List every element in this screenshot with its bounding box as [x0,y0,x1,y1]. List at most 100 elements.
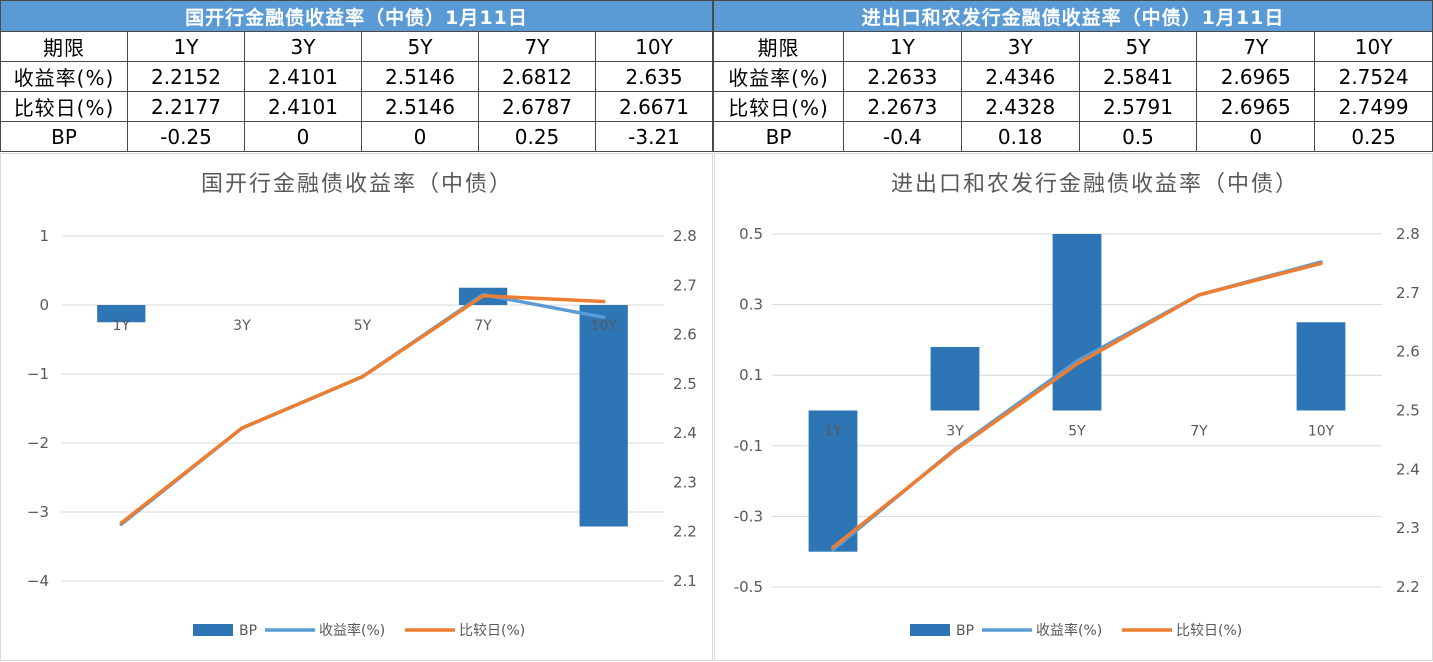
header-cell: 1Y [843,31,962,62]
legend-label: 收益率(%) [319,622,385,639]
table-cell: 0.25 [478,121,596,152]
table-header-row: 期限 1Y 3Y 5Y 7Y 10Y [0,31,713,62]
right-axis-tick-label: 2.7 [673,276,697,294]
exim-adbc-yield-chart: 进出口和农发行金融债收益率（中债） 0.5 0.3 0.1 -0.1 -0.3 -0.5 2.… [734,172,1420,639]
chart-title: 国开行金融债收益率（中债） [201,172,513,197]
guokai-yield-chart: 国开行金融债收益率（中债） 1 0 −1 −2 −3 −4 2.8 2.7 2.6 2.5 2.4 2.… [27,172,697,639]
table-cell: 2.2152 [127,61,245,92]
category-label: 7Y [474,318,492,334]
table-cell: 2.7524 [1314,61,1433,92]
table-cell: 0 [244,121,362,152]
category-label: 3Y [946,424,964,440]
right-axis-tick-label: 2.7 [1396,284,1420,302]
header-cell: 3Y [244,31,362,62]
table-cell: 2.6671 [595,91,713,122]
exim-adbc-yield-table: 进出口和农发行金融债收益率（中债）1月11日 期限 1Y 3Y 5Y 7Y 10… [713,0,1433,152]
left-axis-tick-label: −2 [27,434,49,452]
left-axis-tick-label: -0.5 [734,578,763,596]
right-axis-tick-label: 2.2 [673,523,697,541]
bp-bar [808,410,858,552]
guokai-chart-panel: 国开行金融债收益率（中债） 1 0 −1 −2 −3 −4 2.8 2.7 2.6 2.5 2.4 2.… [0,153,713,661]
header-cell: 3Y [960,31,1080,62]
left-axis-tick-label: 1 [39,227,49,245]
left-axis-tick-label: -0.1 [734,437,763,455]
table-cell: 2.2633 [843,61,962,92]
table-cell: 2.6965 [1196,91,1316,122]
legend-swatch [910,624,950,636]
table-cell: 2.5791 [1078,91,1198,122]
bp-bar [579,305,628,527]
table-cell: 2.4328 [960,91,1080,122]
table-cell: 2.4101 [244,61,362,92]
left-axis-tick-label: 0 [39,296,49,314]
left-axis-tick-label: 0.1 [739,366,763,384]
guokai-yield-table: 国开行金融债收益率（中债）1月11日 期限 1Y 3Y 5Y 7Y 10Y 收益… [0,0,713,152]
right-axis-tick-label: 2.8 [673,227,697,245]
category-label: 5Y [354,318,372,334]
right-axis-tick-label: 2.4 [673,424,697,442]
legend-label: 收益率(%) [1036,622,1102,639]
left-axis-tick-label: 0.3 [739,296,763,314]
table-cell: 2.5841 [1078,61,1198,92]
right-axis-tick-label: 2.3 [673,473,697,491]
legend-label: 比较日(%) [459,623,525,639]
right-axis-tick-label: 2.5 [673,375,697,393]
table-cell: 2.6787 [478,91,596,122]
table-cell: 2.635 [595,61,713,92]
table-cell: 0.5 [1078,121,1198,152]
header-cell: 7Y [478,31,596,62]
bp-bar [1052,234,1102,411]
header-cell: 10Y [1314,31,1433,62]
row-label: 收益率(%) [713,61,844,92]
left-axis-tick-label: −3 [27,503,49,521]
table-title: 国开行金融债收益率（中债）1月11日 [0,0,713,32]
table-cell: -0.25 [127,121,245,152]
header-cell: 5Y [1078,31,1198,62]
table-cell: 0 [1196,121,1316,152]
category-label: 10Y [591,318,618,334]
comparison-line [831,261,1323,550]
right-axis-tick-label: 2.8 [1396,225,1420,243]
row-label: BP [713,121,844,152]
row-label: 收益率(%) [0,61,128,92]
right-axis-tick-label: 2.6 [673,326,697,344]
table-title: 进出口和农发行金融债收益率（中债）1月11日 [713,0,1433,32]
table-row: 收益率(%) 2.2633 2.4346 2.5841 2.6965 2.752… [713,61,1433,92]
chart-title: 进出口和农发行金融债收益率（中债） [891,172,1299,197]
left-axis-tick-label: 0.5 [739,225,763,243]
table-cell: 2.6965 [1196,61,1316,92]
row-label: BP [0,121,128,152]
table-cell: 0.25 [1314,121,1433,152]
table-cell: 0.18 [960,121,1080,152]
table-cell: -3.21 [595,121,713,152]
table-cell: 2.7499 [1314,91,1433,122]
table-row: BP -0.25 0 0 0.25 -3.21 [0,121,713,152]
category-label: 3Y [233,318,251,334]
right-axis-tick-label: 2.3 [1396,519,1420,537]
table-cell: -0.4 [843,121,962,152]
table-cell: 0 [361,121,479,152]
left-axis-tick-label: −4 [27,572,49,590]
header-cell: 7Y [1196,31,1316,62]
category-label: 10Y [1308,424,1335,440]
table-cell: 2.4101 [244,91,362,122]
row-label: 比较日(%) [0,91,128,122]
header-cell: 10Y [595,31,713,62]
category-label: 5Y [1068,424,1086,440]
table-cell: 2.2177 [127,91,245,122]
header-cell: 期限 [713,31,844,62]
table-cell: 2.5146 [361,91,479,122]
left-axis-tick-label: -0.3 [734,507,763,525]
left-axis-tick-label: −1 [27,365,49,383]
header-cell: 期限 [0,31,128,62]
header-cell: 5Y [361,31,479,62]
table-row: 比较日(%) 2.2177 2.4101 2.5146 2.6787 2.667… [0,91,713,122]
bp-bar [1296,322,1346,411]
table-row: 比较日(%) 2.2673 2.4328 2.5791 2.6965 2.749… [713,91,1433,122]
comparison-line [119,294,606,525]
table-cell: 2.5146 [361,61,479,92]
table-cell: 2.2673 [843,91,962,122]
category-label: 7Y [1190,424,1208,440]
legend-label: BP [239,623,257,639]
row-label: 比较日(%) [713,91,844,122]
